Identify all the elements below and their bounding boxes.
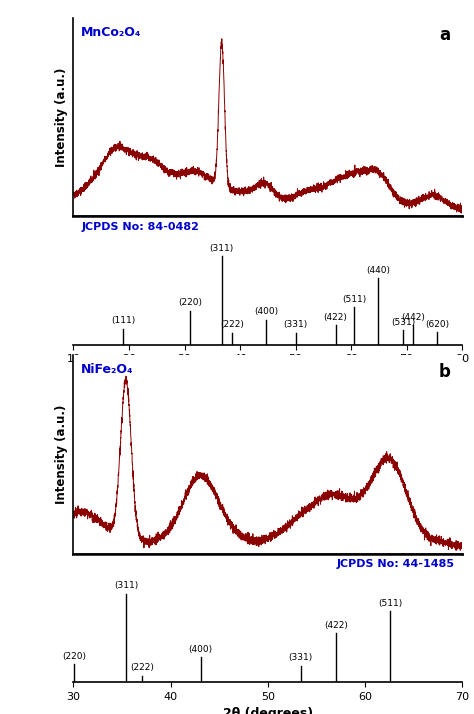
Text: (222): (222) (220, 321, 244, 329)
Text: (422): (422) (324, 313, 347, 321)
Text: (440): (440) (366, 266, 390, 275)
Text: (220): (220) (63, 652, 86, 660)
Text: (111): (111) (111, 316, 135, 325)
Text: (311): (311) (114, 581, 138, 590)
Text: MnCo₂O₄: MnCo₂O₄ (81, 26, 142, 39)
X-axis label: 2θ (degrees): 2θ (degrees) (223, 707, 313, 714)
Text: (220): (220) (178, 298, 202, 308)
Text: (620): (620) (425, 320, 449, 328)
Text: (422): (422) (324, 620, 348, 630)
Text: JCPDS No: 84-0482: JCPDS No: 84-0482 (81, 221, 199, 231)
X-axis label: 2θ (degrees): 2θ (degrees) (223, 370, 313, 383)
Text: (511): (511) (378, 598, 402, 608)
Text: (511): (511) (342, 295, 366, 304)
Text: b: b (438, 363, 450, 381)
Text: NiFe₂O₄: NiFe₂O₄ (81, 363, 134, 376)
Text: a: a (439, 26, 450, 44)
Text: (311): (311) (210, 243, 234, 253)
Text: JCPDS No: 44-1485: JCPDS No: 44-1485 (337, 559, 455, 569)
Text: (222): (222) (130, 663, 155, 672)
Text: (400): (400) (254, 307, 278, 316)
Text: (400): (400) (189, 645, 213, 653)
Y-axis label: Intensity (a.u.): Intensity (a.u.) (55, 405, 68, 504)
Text: (331): (331) (283, 321, 308, 329)
Y-axis label: Intensity (a.u.): Intensity (a.u.) (55, 67, 68, 167)
Text: (442): (442) (401, 313, 425, 321)
Text: (331): (331) (289, 653, 313, 663)
Text: (531): (531) (391, 318, 415, 327)
